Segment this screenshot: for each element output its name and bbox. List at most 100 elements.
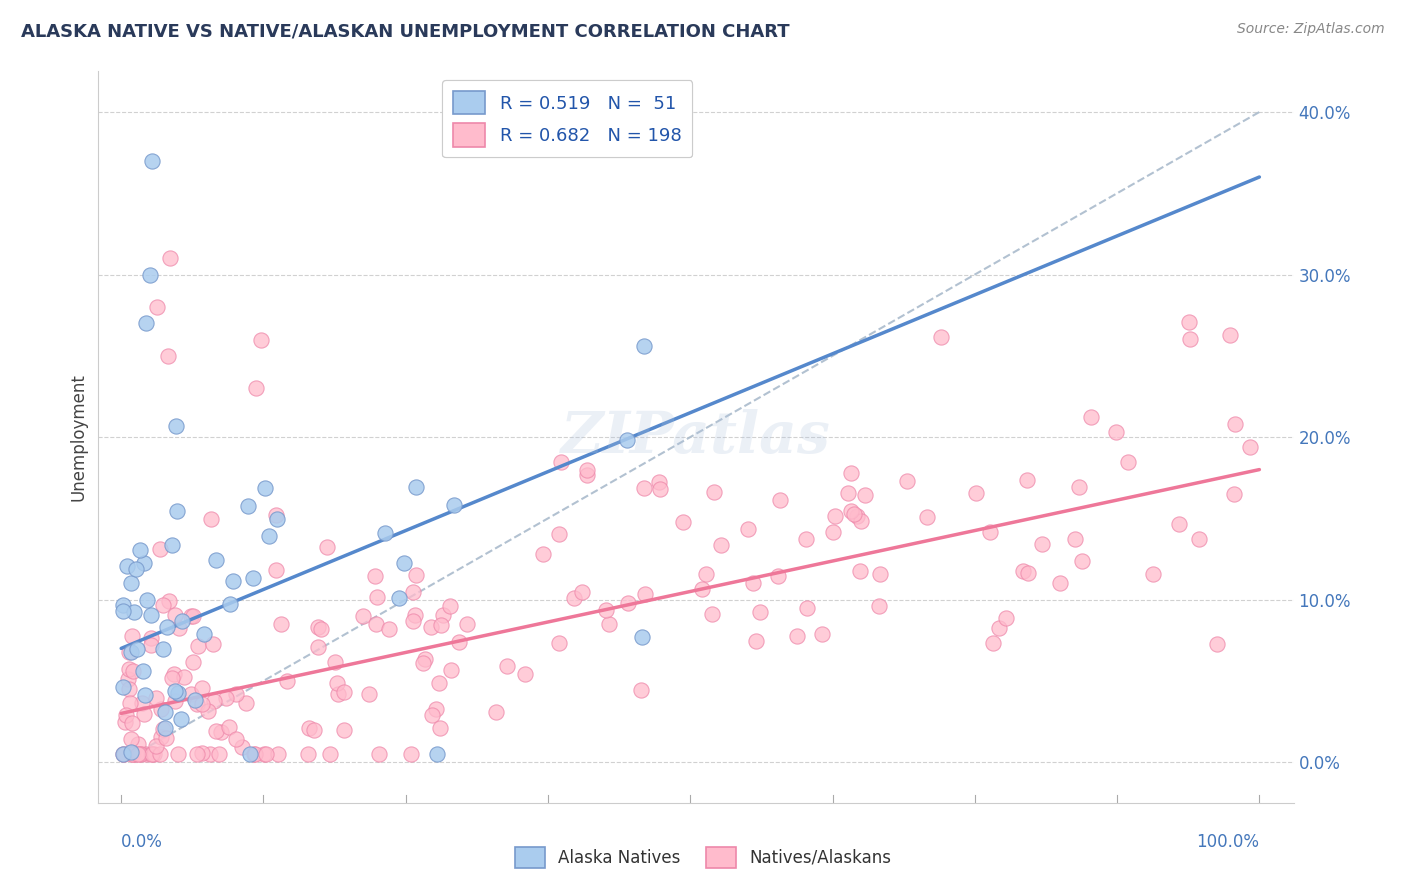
Point — [160, 538, 183, 552]
Point — [443, 498, 465, 512]
Text: ALASKA NATIVE VS NATIVE/ALASKAN UNEMPLOYMENT CORRELATION CHART: ALASKA NATIVE VS NATIVE/ALASKAN UNEMPLOY… — [21, 22, 790, 40]
Text: ZIPatlas: ZIPatlas — [561, 409, 831, 466]
Point — [127, 747, 149, 761]
Point — [202, 694, 225, 708]
Point — [200, 512, 222, 526]
Point — [214, 691, 236, 706]
Point — [429, 722, 451, 736]
Point — [145, 739, 167, 753]
Point — [120, 731, 142, 746]
Point — [1180, 332, 1202, 346]
Point — [170, 712, 193, 726]
Point — [112, 604, 135, 618]
Point — [159, 252, 181, 266]
Text: 100.0%: 100.0% — [1197, 833, 1260, 851]
Point — [112, 747, 135, 761]
Point — [1206, 636, 1229, 650]
Point — [633, 339, 655, 353]
Point — [562, 591, 585, 606]
Point — [1064, 532, 1087, 546]
Point — [366, 590, 388, 604]
Point — [152, 641, 174, 656]
Point — [121, 629, 143, 643]
Point — [513, 666, 536, 681]
Point — [440, 663, 463, 677]
Point — [766, 569, 789, 583]
Point — [129, 543, 152, 558]
Point — [849, 564, 872, 578]
Point — [1168, 516, 1191, 531]
Point — [243, 747, 266, 761]
Point — [205, 553, 228, 567]
Point — [855, 488, 877, 502]
Point — [163, 666, 186, 681]
Point — [166, 747, 188, 761]
Point — [394, 556, 416, 570]
Point — [149, 542, 172, 557]
Point — [896, 474, 918, 488]
Point — [120, 576, 142, 591]
Point — [142, 747, 165, 761]
Point — [155, 731, 177, 746]
Point — [152, 598, 174, 612]
Point — [165, 418, 187, 433]
Point — [352, 608, 374, 623]
Point — [1080, 410, 1102, 425]
Point — [139, 747, 162, 761]
Point — [166, 504, 188, 518]
Point — [1015, 474, 1038, 488]
Point — [163, 683, 186, 698]
Point — [839, 504, 862, 518]
Point — [225, 687, 247, 701]
Point — [112, 747, 135, 761]
Point — [404, 607, 426, 622]
Point — [402, 614, 425, 628]
Y-axis label: Unemployment: Unemployment — [69, 373, 87, 501]
Point — [616, 434, 638, 448]
Point — [145, 690, 167, 705]
Point — [181, 655, 204, 669]
Point — [595, 603, 617, 617]
Point — [430, 617, 453, 632]
Point — [845, 508, 868, 523]
Point — [703, 485, 725, 500]
Point — [547, 636, 569, 650]
Point — [1067, 480, 1090, 494]
Point — [121, 747, 143, 761]
Point — [218, 597, 240, 611]
Point — [148, 747, 170, 761]
Point — [173, 670, 195, 684]
Point — [297, 747, 319, 761]
Point — [1178, 315, 1201, 329]
Point — [200, 747, 222, 761]
Point — [254, 747, 277, 761]
Point — [616, 596, 638, 610]
Point — [1031, 537, 1053, 551]
Point — [979, 524, 1001, 539]
Point — [412, 657, 434, 671]
Point — [786, 629, 808, 643]
Point — [118, 662, 141, 676]
Point — [114, 715, 136, 730]
Point — [180, 608, 202, 623]
Point — [118, 697, 141, 711]
Point — [162, 671, 184, 685]
Point — [141, 747, 163, 761]
Point — [122, 747, 145, 761]
Point — [650, 483, 672, 497]
Point — [648, 475, 671, 489]
Point — [332, 684, 354, 698]
Point — [737, 522, 759, 536]
Point — [209, 724, 232, 739]
Point — [929, 330, 952, 344]
Point — [153, 722, 176, 736]
Point — [531, 547, 554, 561]
Text: 0.0%: 0.0% — [121, 833, 163, 851]
Point — [326, 687, 349, 701]
Point — [702, 607, 724, 622]
Point — [155, 706, 177, 720]
Point — [432, 608, 454, 623]
Point — [141, 638, 163, 652]
Point — [842, 508, 865, 522]
Point — [426, 747, 449, 761]
